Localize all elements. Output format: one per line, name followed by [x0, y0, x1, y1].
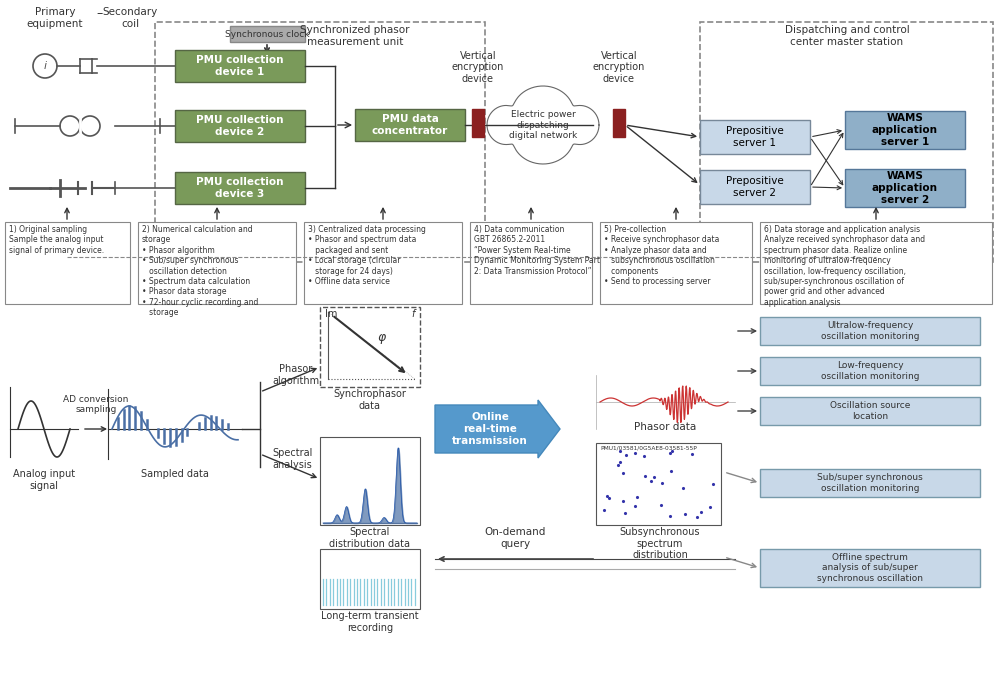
FancyBboxPatch shape: [175, 50, 305, 82]
FancyBboxPatch shape: [760, 317, 980, 345]
FancyBboxPatch shape: [304, 222, 462, 304]
FancyBboxPatch shape: [760, 222, 992, 304]
FancyBboxPatch shape: [470, 222, 592, 304]
Text: Vertical
encryption
device: Vertical encryption device: [452, 51, 504, 84]
FancyBboxPatch shape: [596, 443, 721, 525]
Text: PMU collection
device 3: PMU collection device 3: [197, 177, 283, 199]
Text: Prepositive
server 1: Prepositive server 1: [727, 126, 783, 148]
Text: 3) Centralized data processing
• Phasor and spectrum data
   packaged and sent
•: 3) Centralized data processing • Phasor …: [308, 225, 426, 286]
Text: Im: Im: [325, 309, 337, 319]
Text: WAMS
application
server 2: WAMS application server 2: [872, 171, 938, 205]
Text: Oscillation source
location: Oscillation source location: [829, 401, 910, 421]
FancyBboxPatch shape: [760, 549, 980, 587]
FancyBboxPatch shape: [355, 109, 465, 141]
FancyBboxPatch shape: [320, 437, 420, 525]
Text: 1) Original sampling
Sample the analog input
signal of primary device.: 1) Original sampling Sample the analog i…: [9, 225, 104, 255]
Polygon shape: [487, 86, 599, 164]
FancyBboxPatch shape: [320, 549, 420, 609]
Text: Primary
equipment: Primary equipment: [27, 7, 83, 29]
Bar: [155, 22, 485, 262]
FancyBboxPatch shape: [5, 222, 130, 304]
Text: Analog input
signal: Analog input signal: [13, 469, 75, 491]
Text: Online
real-time
transmission: Online real-time transmission: [452, 413, 528, 445]
FancyBboxPatch shape: [845, 111, 965, 149]
Text: Synchronous clock: Synchronous clock: [225, 29, 309, 38]
Text: On-demand
query: On-demand query: [484, 528, 546, 549]
Text: PMU data
concentrator: PMU data concentrator: [372, 114, 448, 136]
Text: Electric power
dispatching
digital network: Electric power dispatching digital netwo…: [509, 110, 577, 140]
FancyBboxPatch shape: [760, 397, 980, 425]
FancyBboxPatch shape: [600, 222, 752, 304]
Text: Phasor data: Phasor data: [634, 422, 697, 432]
Text: 4) Data communication
GBT 26865.2-2011
“Power System Real-time
Dynamic Monitorin: 4) Data communication GBT 26865.2-2011 “…: [474, 225, 600, 275]
Text: Vertical
encryption
device: Vertical encryption device: [593, 51, 645, 84]
Text: Sub∕super synchronous
oscillation monitoring: Sub∕super synchronous oscillation monito…: [817, 473, 923, 493]
Text: Secondary
coil: Secondary coil: [103, 7, 158, 29]
Text: i: i: [44, 61, 47, 71]
Text: Offline spectrum
analysis of sub∕super
synchronous oscillation: Offline spectrum analysis of sub∕super s…: [817, 553, 923, 583]
Text: Spectral
analysis: Spectral analysis: [272, 448, 312, 470]
FancyBboxPatch shape: [760, 469, 980, 497]
Text: Prepositive
server 2: Prepositive server 2: [727, 176, 783, 198]
Text: 5) Pre-collection
• Receive synchrophasor data
• Analyze phasor data and
   subs: 5) Pre-collection • Receive synchrophaso…: [604, 225, 720, 286]
Text: AD conversion
sampling: AD conversion sampling: [63, 395, 129, 414]
FancyBboxPatch shape: [138, 222, 296, 304]
Text: Sampled data: Sampled data: [141, 469, 209, 479]
FancyBboxPatch shape: [700, 170, 810, 204]
FancyBboxPatch shape: [760, 357, 980, 385]
Text: PMU collection
device 1: PMU collection device 1: [197, 55, 283, 77]
FancyBboxPatch shape: [175, 172, 305, 204]
FancyBboxPatch shape: [175, 110, 305, 142]
FancyBboxPatch shape: [472, 109, 484, 137]
Text: Ultralow-frequency
oscillation monitoring: Ultralow-frequency oscillation monitorin…: [820, 321, 919, 341]
FancyArrow shape: [435, 400, 560, 458]
Text: f: f: [411, 309, 415, 319]
Text: Dispatching and control
center master station: Dispatching and control center master st…: [784, 25, 909, 47]
Text: PMU collection
device 2: PMU collection device 2: [197, 115, 283, 137]
FancyBboxPatch shape: [700, 120, 810, 154]
Text: Synchronized phasor
measurement unit: Synchronized phasor measurement unit: [300, 25, 410, 47]
FancyBboxPatch shape: [230, 26, 305, 42]
Text: Long-term transient
recording: Long-term transient recording: [321, 611, 419, 633]
Bar: [320, 307, 420, 387]
Text: PMU1/03581/0G5AE8-03581-55P: PMU1/03581/0G5AE8-03581-55P: [600, 445, 697, 450]
Text: Phasor
algorithm: Phasor algorithm: [272, 365, 319, 386]
Bar: [700, 22, 993, 262]
FancyBboxPatch shape: [845, 169, 965, 207]
Text: Synchrophasor
data: Synchrophasor data: [333, 389, 406, 411]
Text: Subsynchronous
spectrum
distribution: Subsynchronous spectrum distribution: [620, 527, 701, 560]
Text: 2) Numerical calculation and
storage
• Phasor algorithm
• Sub∕super synchronous
: 2) Numerical calculation and storage • P…: [142, 225, 258, 317]
Text: 6) Data storage and application analysis
Analyze received synchrophasor data and: 6) Data storage and application analysis…: [764, 225, 925, 307]
Text: Low-frequency
oscillation monitoring: Low-frequency oscillation monitoring: [820, 361, 919, 381]
FancyBboxPatch shape: [613, 109, 625, 137]
Text: $\varphi$: $\varphi$: [377, 332, 387, 346]
Text: –: –: [97, 7, 103, 20]
Text: WAMS
application
server 1: WAMS application server 1: [872, 114, 938, 146]
Text: Spectral
distribution data: Spectral distribution data: [329, 527, 410, 549]
